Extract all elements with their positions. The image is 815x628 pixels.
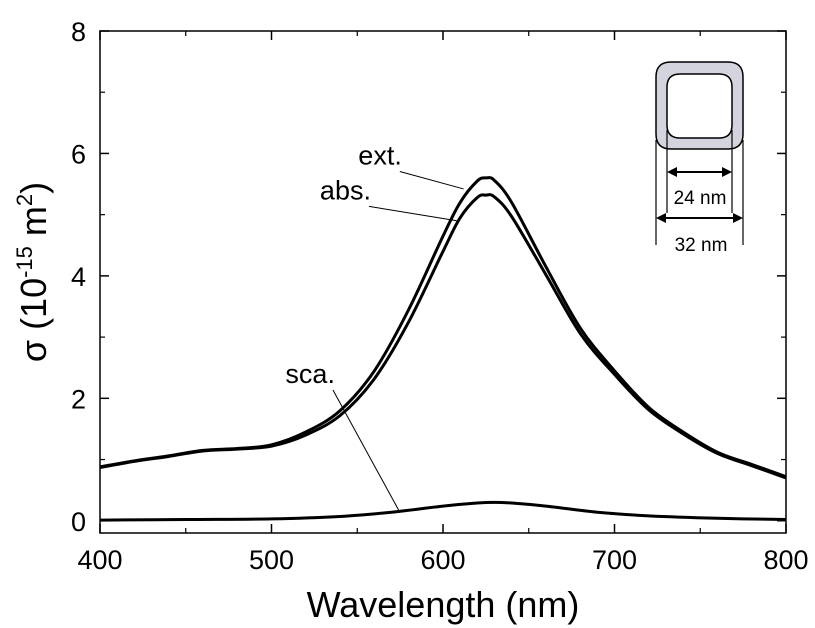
y-axis-title: σ (10-15 m2) [12, 182, 54, 362]
y-axis-exponent-2: 2 [12, 194, 37, 206]
x-tick-label-2: 600 [420, 545, 465, 575]
y-axis-unit: m [13, 206, 54, 246]
annotation-label-2: sca. [285, 359, 335, 389]
plot-frame [99, 30, 787, 534]
inner-size-label: 24 nm [674, 188, 727, 209]
annotation-label-0: ext. [358, 140, 402, 170]
y-tick-label-0: 0 [71, 507, 86, 537]
plot-lines [99, 176, 787, 522]
series-line-0 [99, 176, 787, 479]
axis-ticks [99, 30, 787, 533]
nanobox-shell [655, 61, 744, 150]
annotation-labels: ext. abs. sca. [285, 140, 401, 389]
y-axis-symbol: σ [13, 340, 54, 362]
x-axis-title: Wavelength (nm) [307, 584, 580, 625]
annotation-label-1: abs. [320, 175, 371, 205]
y-tick-label-3: 6 [71, 139, 86, 169]
y-tick-label-4: 8 [71, 17, 86, 47]
y-tick-label-2: 4 [71, 262, 86, 292]
tick-labels: 400 500 600 700 800 0 2 4 6 8 [71, 17, 809, 575]
y-axis-prefix: (10 [13, 278, 54, 340]
x-tick-label-3: 700 [592, 545, 637, 575]
inner-dim-arrowhead-left [667, 167, 677, 177]
inner-dim-arrowhead-right [722, 167, 732, 177]
outer-dim-arrowhead-left [656, 213, 666, 223]
annotation-leader-1 [368, 205, 457, 222]
series-line-1 [99, 193, 787, 480]
annotation-leader-2 [332, 389, 401, 514]
outer-size-label: 32 nm [675, 235, 728, 256]
y-tick-label-1: 2 [71, 384, 86, 414]
nanobox-inset: 24 nm 32 nm [655, 61, 744, 256]
y-axis-suffix: ) [13, 182, 54, 194]
series-line-2 [99, 500, 787, 522]
annotation-lines [332, 170, 464, 514]
x-tick-label-1: 500 [249, 545, 294, 575]
annotation-leader-0 [399, 170, 464, 190]
y-axis-exponent-1: -15 [12, 246, 37, 278]
outer-dim-arrowhead-right [733, 213, 743, 223]
x-tick-label-4: 800 [763, 545, 808, 575]
x-tick-label-0: 400 [77, 545, 122, 575]
